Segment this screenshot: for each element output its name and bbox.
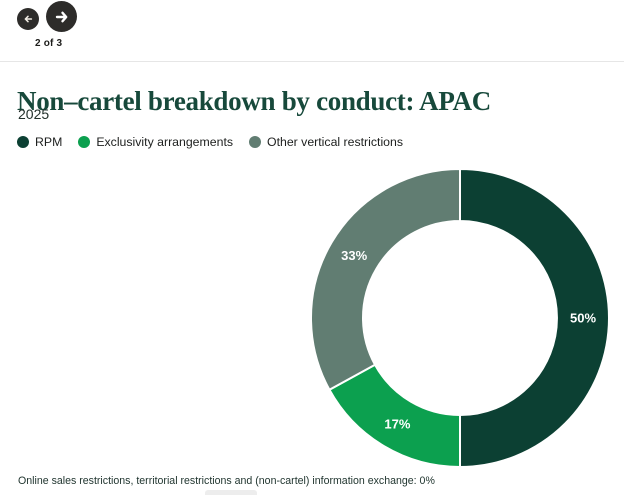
chart-legend: RPM Exclusivity arrangements Other verti… — [17, 135, 403, 149]
slice-percentage-label: 33% — [341, 248, 367, 263]
legend-label: Other vertical restrictions — [267, 135, 404, 149]
legend-dot-icon — [249, 136, 262, 148]
legend-label: RPM — [35, 135, 63, 149]
slice-percentage-label: 50% — [570, 311, 596, 326]
legend-item-exclusivity-arrangements[interactable]: Exclusivity arrangements — [78, 135, 233, 149]
page-indicator: 2 of 3 — [35, 38, 63, 49]
bottom-overlay-fragment — [205, 490, 257, 495]
legend-dot-icon — [17, 136, 29, 148]
next-chart-button[interactable] — [46, 1, 77, 32]
slice-percentage-label: 17% — [384, 416, 410, 431]
header-divider — [0, 61, 624, 62]
legend-dot-icon — [78, 136, 91, 148]
chart-year-subtitle: 2025 — [18, 106, 50, 122]
chart-footnote: Online sales restrictions, territorial r… — [18, 475, 435, 487]
legend-label: Exclusivity arrangements — [96, 135, 234, 149]
donut-slice-other-vertical-restrictions[interactable] — [310, 167, 461, 392]
page-title: Non–cartel breakdown by conduct: APAC — [17, 86, 491, 117]
donut-chart: 50% 17% 33% — [295, 153, 624, 483]
arrow-left-icon — [22, 13, 34, 25]
legend-item-rpm[interactable]: RPM — [17, 135, 62, 149]
arrow-right-icon — [54, 9, 70, 25]
previous-chart-button[interactable] — [17, 8, 39, 30]
legend-item-other-vertical-restrictions[interactable]: Other vertical restrictions — [249, 135, 403, 149]
donut-slice-rpm[interactable] — [459, 167, 610, 469]
